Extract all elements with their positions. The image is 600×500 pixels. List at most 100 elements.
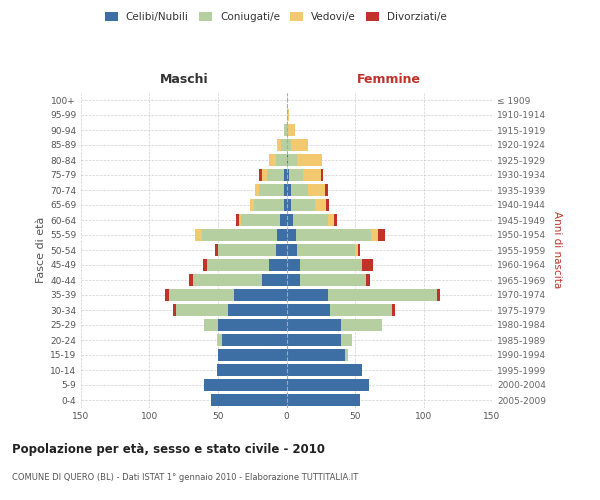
Bar [204, 379, 287, 391]
Bar [280, 214, 287, 226]
Bar [277, 139, 281, 151]
Bar [218, 319, 287, 331]
Bar [288, 154, 298, 166]
Bar [284, 199, 287, 211]
Bar [211, 394, 287, 406]
Bar [300, 274, 366, 286]
Legend: Celibi/Nubili, Coniugati/e, Vedovi/e, Divorziati/e: Celibi/Nubili, Coniugati/e, Vedovi/e, Di… [101, 8, 451, 26]
Bar [331, 304, 392, 316]
Bar [321, 169, 323, 181]
Bar [218, 349, 287, 361]
Bar [193, 274, 262, 286]
Bar [358, 244, 361, 256]
Bar [217, 364, 287, 376]
Text: Femmine: Femmine [357, 73, 421, 86]
Bar [287, 304, 331, 316]
Bar [241, 214, 280, 226]
Bar [269, 154, 275, 166]
Bar [169, 289, 235, 301]
Bar [287, 124, 288, 136]
Bar [287, 394, 361, 406]
Bar [287, 244, 298, 256]
Bar [287, 154, 288, 166]
Bar [288, 124, 295, 136]
Bar [325, 184, 328, 196]
Bar [235, 289, 287, 301]
Bar [281, 139, 287, 151]
Bar [268, 169, 284, 181]
Bar [287, 289, 328, 301]
Text: Maschi: Maschi [160, 73, 208, 86]
Bar [287, 319, 341, 331]
Bar [284, 124, 287, 136]
Bar [203, 259, 207, 271]
Bar [287, 229, 296, 241]
Bar [287, 334, 341, 346]
Bar [355, 244, 358, 256]
Bar [346, 349, 348, 361]
Bar [287, 184, 290, 196]
Bar [202, 229, 277, 241]
Bar [275, 154, 287, 166]
Bar [287, 214, 293, 226]
Y-axis label: Fasce di età: Fasce di età [36, 217, 46, 283]
Bar [287, 274, 300, 286]
Bar [287, 349, 346, 361]
Bar [289, 169, 303, 181]
Bar [222, 334, 287, 346]
Bar [259, 169, 262, 181]
Bar [341, 319, 382, 331]
Bar [371, 229, 378, 241]
Bar [164, 289, 169, 301]
Bar [287, 199, 290, 211]
Bar [189, 274, 193, 286]
Bar [269, 259, 287, 271]
Bar [262, 274, 287, 286]
Bar [195, 229, 202, 241]
Text: COMUNE DI QUERO (BL) - Dati ISTAT 1° gennaio 2010 - Elaborazione TUTTITALIA.IT: COMUNE DI QUERO (BL) - Dati ISTAT 1° gen… [12, 472, 358, 482]
Bar [290, 139, 308, 151]
Bar [204, 319, 218, 331]
Bar [392, 304, 395, 316]
Bar [259, 184, 284, 196]
Bar [287, 364, 362, 376]
Bar [207, 259, 269, 271]
Bar [326, 199, 329, 211]
Bar [437, 289, 440, 301]
Bar [284, 184, 287, 196]
Bar [255, 184, 259, 196]
Bar [296, 229, 371, 241]
Bar [303, 169, 321, 181]
Bar [275, 244, 287, 256]
Bar [284, 169, 287, 181]
Bar [262, 169, 268, 181]
Bar [298, 244, 355, 256]
Bar [215, 244, 218, 256]
Bar [334, 214, 337, 226]
Bar [250, 199, 254, 211]
Bar [293, 214, 328, 226]
Bar [287, 169, 289, 181]
Bar [236, 214, 239, 226]
Bar [290, 184, 308, 196]
Bar [173, 304, 176, 316]
Text: Popolazione per età, sesso e stato civile - 2010: Popolazione per età, sesso e stato civil… [12, 442, 325, 456]
Bar [298, 154, 322, 166]
Bar [287, 139, 290, 151]
Bar [239, 214, 241, 226]
Bar [287, 379, 369, 391]
Bar [277, 229, 287, 241]
Bar [300, 259, 362, 271]
Bar [227, 304, 287, 316]
Bar [328, 214, 334, 226]
Bar [366, 274, 370, 286]
Bar [217, 334, 222, 346]
Bar [328, 289, 437, 301]
Bar [287, 259, 300, 271]
Bar [176, 304, 227, 316]
Bar [290, 199, 315, 211]
Bar [218, 244, 275, 256]
Bar [287, 109, 289, 121]
Bar [362, 259, 373, 271]
Bar [308, 184, 325, 196]
